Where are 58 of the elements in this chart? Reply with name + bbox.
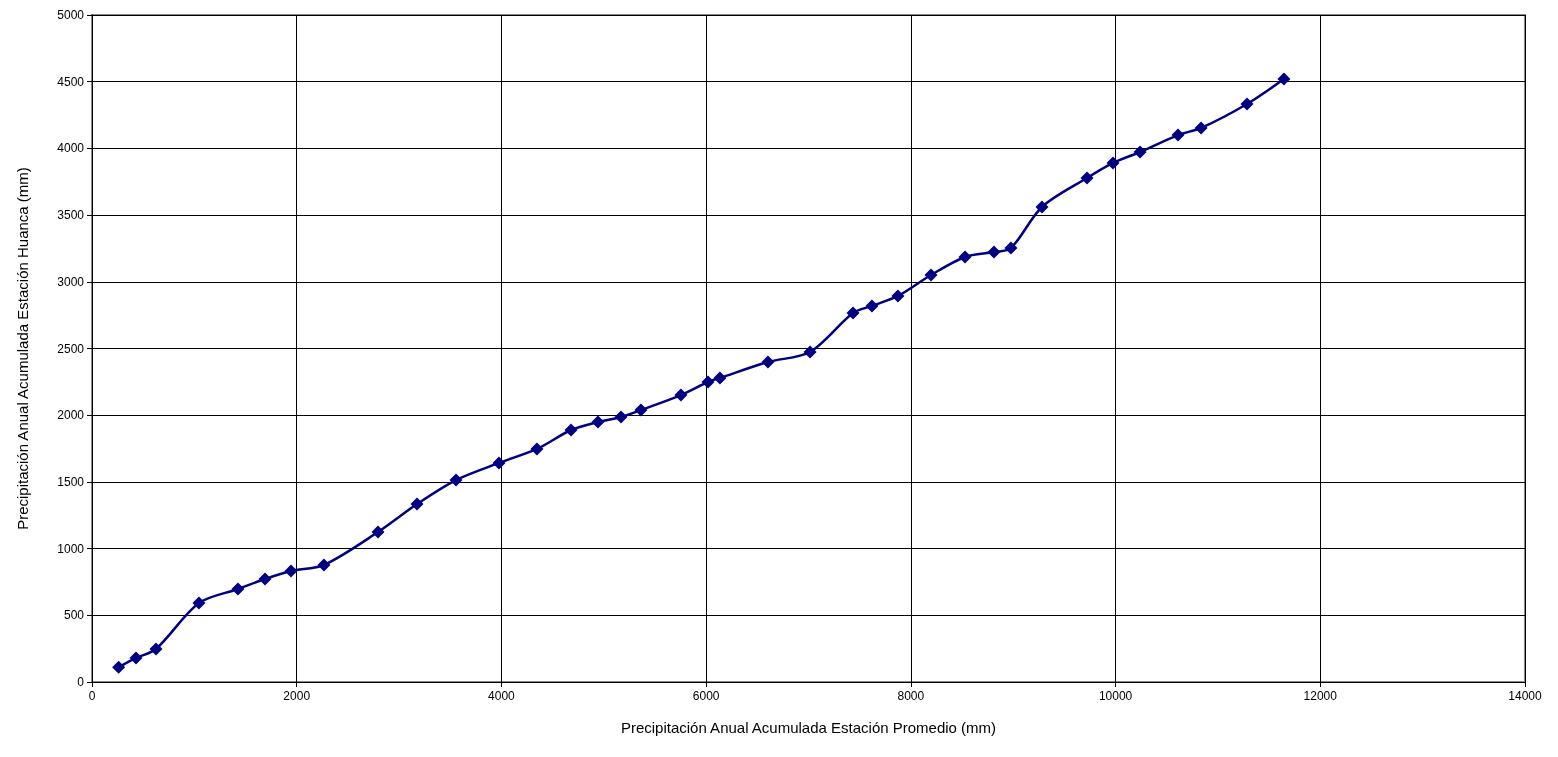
point bbox=[846, 306, 860, 320]
point bbox=[761, 355, 775, 369]
point bbox=[564, 423, 578, 437]
y-tick-label: 0 bbox=[77, 675, 85, 689]
point bbox=[1133, 145, 1147, 159]
y-tick-label: 4000 bbox=[57, 141, 85, 156]
point bbox=[591, 415, 605, 429]
y-tick-label: 3500 bbox=[57, 208, 85, 223]
point bbox=[492, 456, 506, 470]
point bbox=[284, 564, 298, 578]
x-tick-label: 6000 bbox=[692, 689, 720, 703]
y-tick-label: 5000 bbox=[57, 8, 85, 22]
point bbox=[530, 442, 544, 456]
point bbox=[987, 245, 1001, 259]
point bbox=[1080, 171, 1094, 185]
y-tick-label: 4500 bbox=[57, 74, 85, 89]
y-axis-title: Precipitación Anual Acumulada Estación Huanca (mm) bbox=[14, 167, 31, 530]
x-tick-label: 12000 bbox=[1303, 689, 1338, 703]
point bbox=[129, 651, 143, 665]
point bbox=[1004, 241, 1018, 255]
y-tick-label: 3000 bbox=[57, 274, 85, 289]
point bbox=[1277, 72, 1291, 86]
y-tick-label: 500 bbox=[63, 608, 85, 623]
point bbox=[192, 596, 206, 610]
point bbox=[1035, 200, 1049, 214]
x-tick-label: 0 bbox=[88, 689, 96, 703]
point bbox=[614, 410, 628, 424]
point bbox=[1240, 97, 1254, 111]
point bbox=[958, 250, 972, 264]
y-tick-label: 1000 bbox=[57, 541, 85, 556]
point bbox=[231, 582, 245, 596]
point bbox=[713, 371, 727, 385]
x-tick-label: 10000 bbox=[1098, 689, 1133, 703]
point bbox=[803, 345, 817, 359]
x-tick-label: 4000 bbox=[488, 689, 516, 703]
y-tick-label: 2500 bbox=[57, 341, 85, 356]
y-tick-label: 2000 bbox=[57, 408, 85, 423]
point bbox=[1106, 156, 1120, 170]
point bbox=[701, 375, 715, 389]
x-tick-label: 8000 bbox=[897, 689, 925, 703]
point bbox=[149, 642, 163, 656]
point bbox=[449, 473, 463, 487]
point bbox=[674, 388, 688, 402]
point bbox=[1171, 128, 1185, 142]
x-tick-label: 2000 bbox=[283, 689, 311, 703]
point bbox=[634, 403, 648, 417]
point bbox=[317, 558, 331, 572]
y-tick-label: 1500 bbox=[57, 474, 85, 489]
point bbox=[112, 660, 126, 674]
x-axis-title: Precipitación Anual Acumulada Estación Promedio (mm) bbox=[620, 719, 997, 736]
point bbox=[371, 525, 385, 539]
point bbox=[410, 497, 424, 511]
point bbox=[865, 299, 879, 313]
point bbox=[258, 572, 272, 586]
x-tick-label: 14000 bbox=[1508, 689, 1543, 703]
point bbox=[924, 268, 938, 282]
point bbox=[1194, 121, 1208, 135]
point bbox=[891, 289, 905, 303]
